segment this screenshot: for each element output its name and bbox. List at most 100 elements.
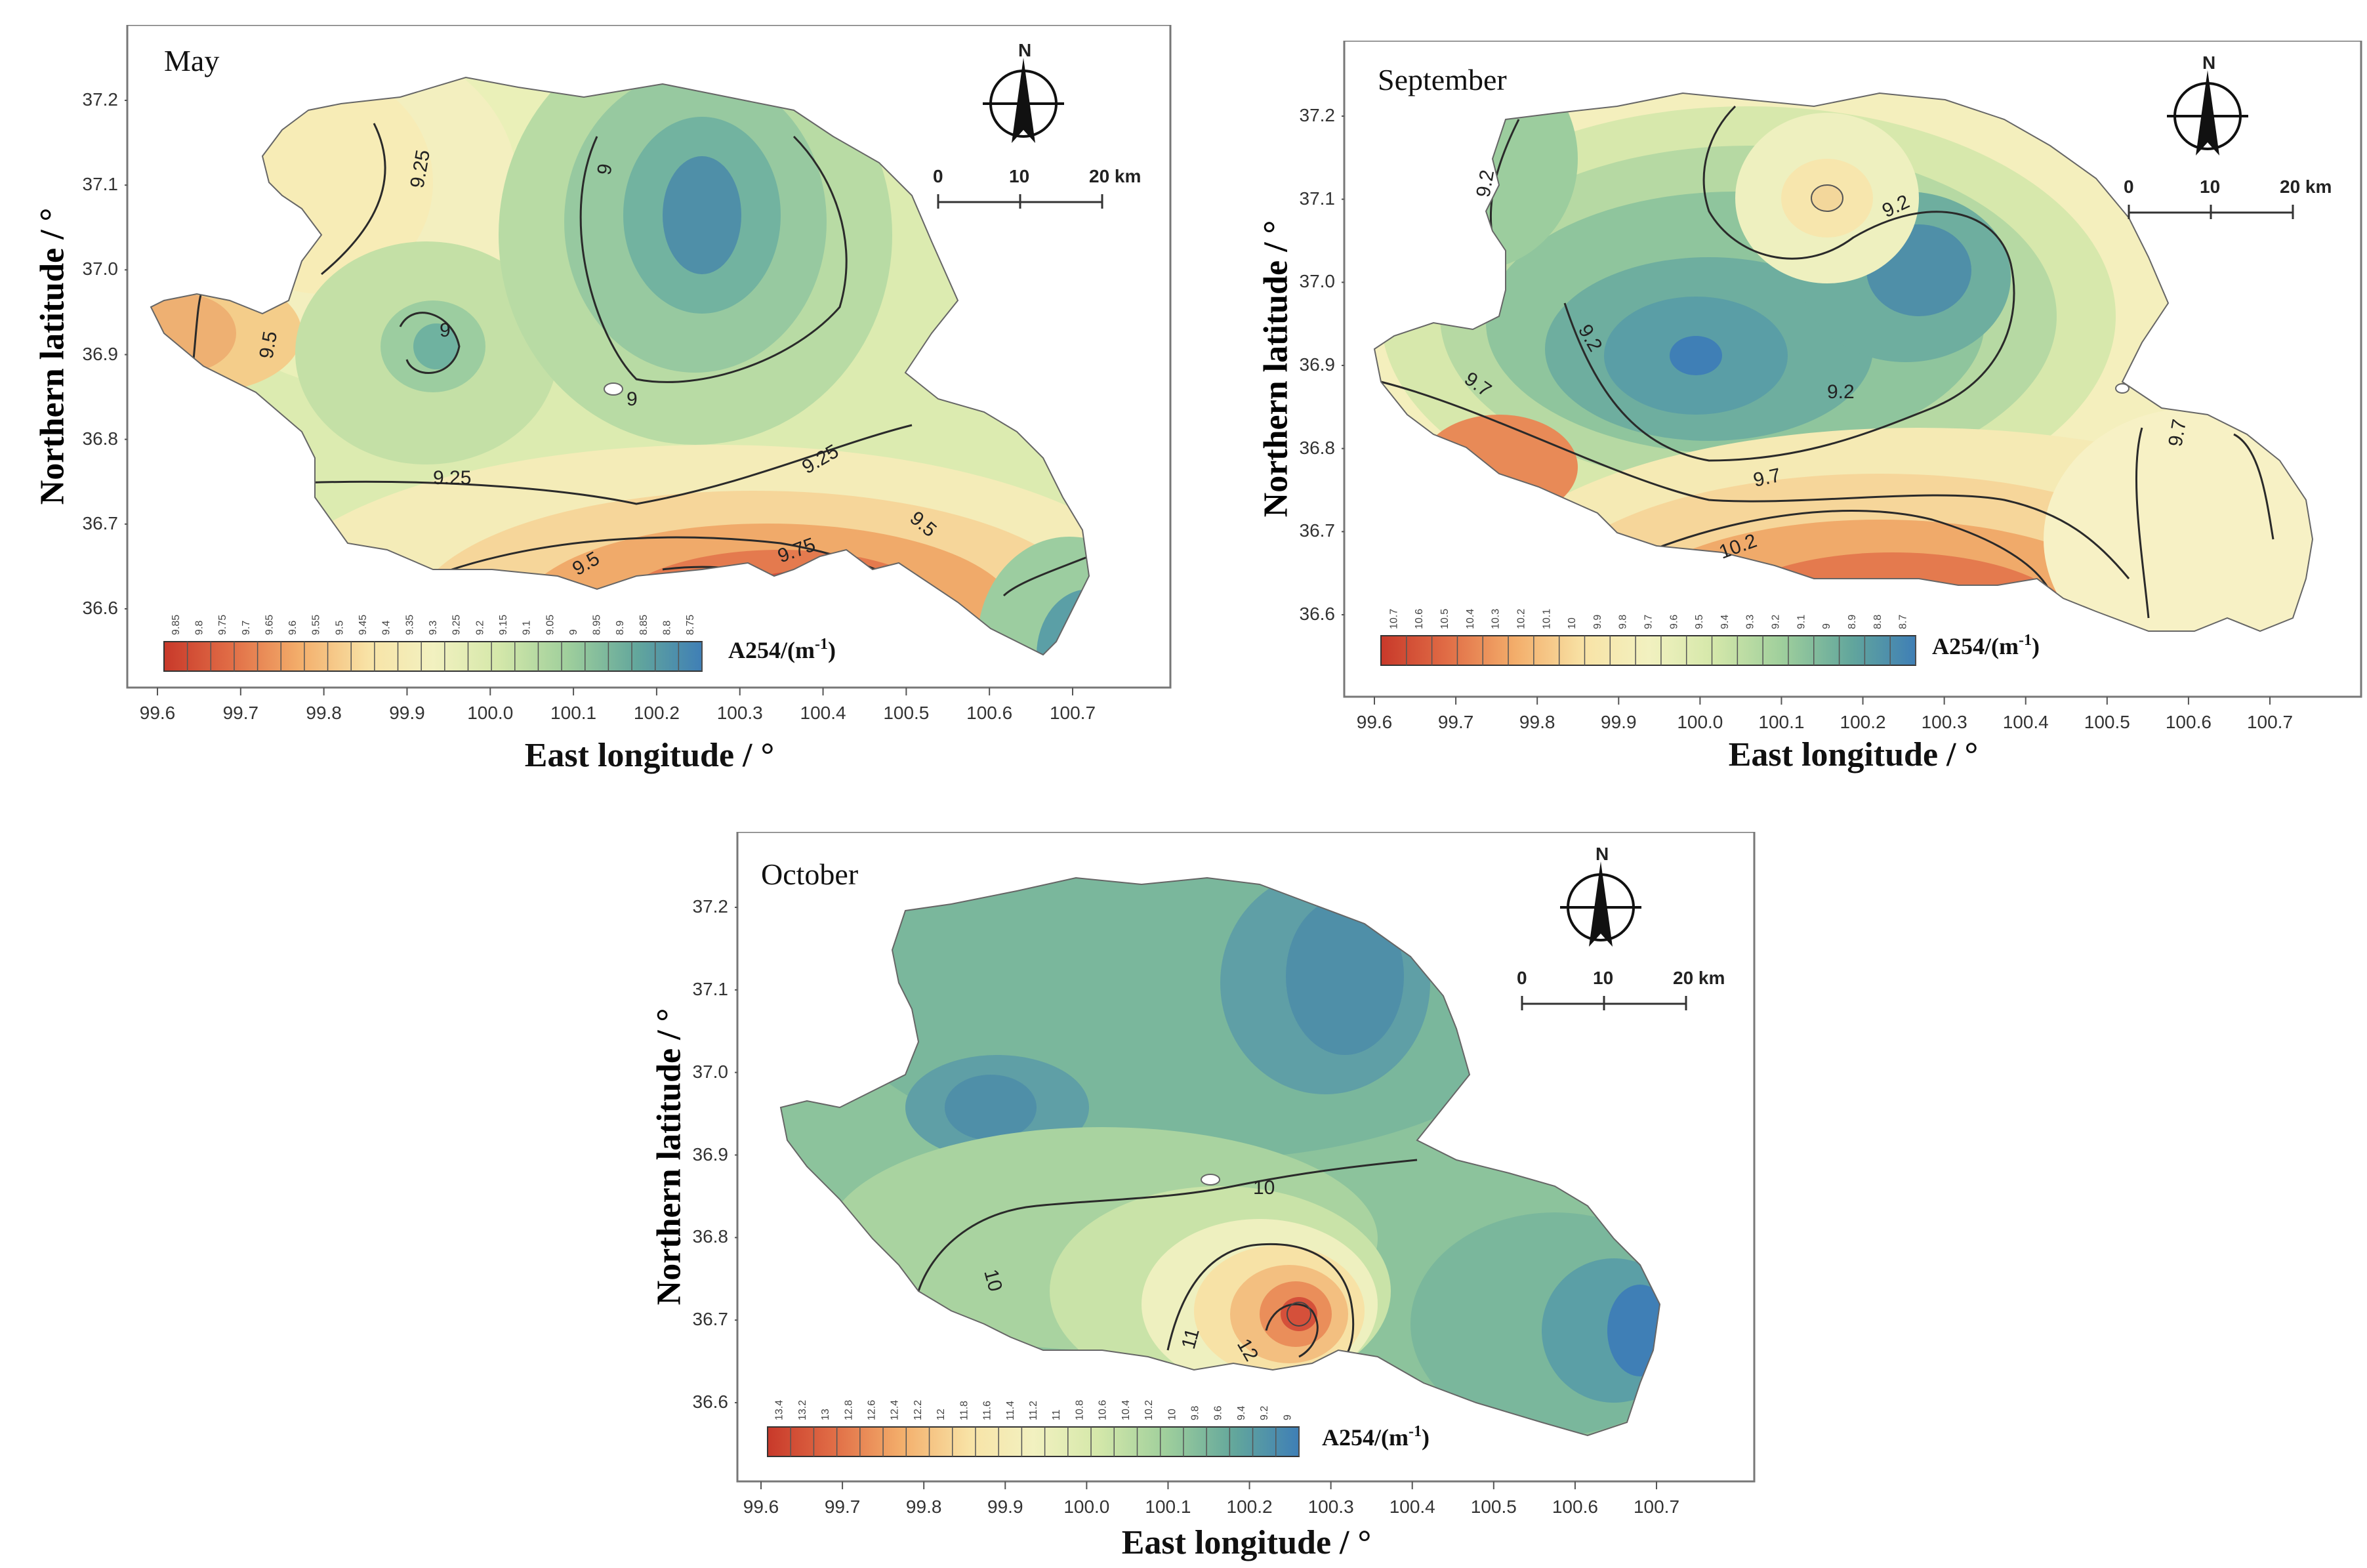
legend-tick-label: 12.4 <box>890 1400 901 1420</box>
legend-tick-label: 13.4 <box>774 1400 785 1420</box>
panel-may: 9.25 9 9 9 9.5 9.25 9.25 9.5 9.75 9.5 Ma… <box>34 25 1174 779</box>
legend-tick-label: 9.85 <box>171 615 182 635</box>
may-x-axis-title: East longitude / ° <box>525 737 775 774</box>
legend-tick-label: 9 <box>1282 1414 1293 1420</box>
legend-tick-label: 12 <box>936 1409 947 1420</box>
y-tick-label: 36.6 <box>82 598 119 618</box>
september-legend: 10.7 10.6 10.5 10.4 10.3 10.2 10.1 10 9.9 9.8 9.7 9… <box>1380 609 2040 666</box>
legend-tick-label: 8.9 <box>1847 615 1858 629</box>
legend-tick-label: 9.2 <box>474 621 485 635</box>
legend-tick-label: 10 <box>1567 617 1578 629</box>
y-tick-label: 36.9 <box>692 1144 729 1165</box>
legend-tick-label: 9.4 <box>381 621 392 635</box>
september-scale-label: 10 <box>2200 176 2220 197</box>
may-scale-label: 20 km <box>1089 166 1141 186</box>
may-title: May <box>164 44 219 77</box>
x-tick-label: 99.9 <box>1601 712 1637 732</box>
legend-tick-label: 10.8 <box>1074 1400 1085 1420</box>
may-lake-outline <box>150 76 1090 656</box>
october-scale-label: 0 <box>1517 968 1527 988</box>
x-tick-label: 100.5 <box>883 703 929 723</box>
may-contour-label: 9 <box>440 320 451 341</box>
september-lake-outline <box>1373 92 2314 632</box>
legend-tick-label: 9 <box>568 629 579 635</box>
legend-tick-label: 13 <box>820 1409 831 1420</box>
y-tick-label: 36.8 <box>692 1226 729 1247</box>
y-tick-label: 37.1 <box>1299 188 1336 209</box>
may-scale-label: 10 <box>1009 166 1029 186</box>
x-tick-label: 100.4 <box>800 703 846 723</box>
x-tick-label: 100.2 <box>1227 1496 1273 1517</box>
september-scale-bar: 0 10 20 km <box>2124 176 2332 219</box>
x-tick-label: 100.7 <box>2247 712 2293 732</box>
october-x-axis-title: East longitude / ° <box>1122 1524 1372 1561</box>
may-legend: 9.85 9.8 9.75 9.7 9.65 9.6 9.55 9.5 9.45 9.4 9.35 9… <box>163 615 836 672</box>
legend-tick-label: 11.6 <box>982 1401 993 1420</box>
may-contour-label: 9 <box>627 388 638 410</box>
october-legend-bar <box>767 1426 1300 1457</box>
y-tick-label: 37.1 <box>82 174 119 195</box>
x-tick-label: 100.1 <box>550 703 596 723</box>
x-tick-label: 100.4 <box>1389 1496 1435 1517</box>
y-tick-label: 36.7 <box>1299 520 1336 541</box>
legend-tick-label: 9.4 <box>1719 615 1731 629</box>
x-tick-label: 100.6 <box>1552 1496 1598 1517</box>
legend-tick-label: 9.6 <box>1213 1406 1224 1420</box>
october-island <box>1201 1174 1220 1186</box>
x-tick-label: 100.6 <box>966 703 1012 723</box>
x-tick-label: 100.3 <box>1308 1496 1354 1517</box>
october-north-arrow-icon: N <box>1560 844 1641 947</box>
x-tick-label: 100.2 <box>634 703 680 723</box>
october-unit-label: A254/(m-1) <box>1322 1423 1430 1451</box>
legend-tick-label: 10.2 <box>1515 609 1527 629</box>
x-tick-label: 100.1 <box>1758 712 1804 732</box>
panel-october: 10 10 11 12 October N 0 10 20 km 13.4 13.… <box>651 832 1758 1567</box>
september-x-axis-title: East longitude / ° <box>1729 736 1979 774</box>
legend-tick-label: 11 <box>1051 1409 1062 1420</box>
legend-tick-label: 9.8 <box>1618 615 1629 629</box>
legend-tick-label: 9.5 <box>334 621 345 635</box>
legend-tick-label: 10 <box>1166 1409 1178 1420</box>
y-tick-label: 36.6 <box>1299 604 1336 624</box>
legend-tick-label: 9.1 <box>1796 615 1807 629</box>
x-tick-label: 100.7 <box>1634 1496 1679 1517</box>
legend-tick-label: 9.4 <box>1236 1406 1247 1420</box>
legend-tick-label: 9.6 <box>1668 615 1679 629</box>
october-contour-label: 10 <box>1253 1177 1275 1199</box>
legend-tick-label: 9.8 <box>1190 1406 1201 1420</box>
september-map: 9.2 9.2 9.2 9.7 9.2 9.7 10.2 9.7 Septemb… <box>1342 41 2362 774</box>
legend-tick-label: 9.2 <box>1259 1406 1270 1420</box>
x-tick-label: 99.8 <box>306 703 342 723</box>
october-scale-label: 20 km <box>1673 968 1725 988</box>
may-island <box>604 382 623 396</box>
x-tick-label: 99.8 <box>906 1496 942 1517</box>
legend-tick-label: 9.45 <box>358 615 369 635</box>
y-tick-label: 37.1 <box>692 978 729 999</box>
x-tick-label: 100.5 <box>1471 1496 1517 1517</box>
september-contour-label: 9.2 <box>1827 381 1855 403</box>
x-tick-label: 99.6 <box>1357 712 1393 732</box>
x-tick-label: 99.6 <box>743 1496 779 1517</box>
october-scale-bar: 0 10 20 km <box>1517 968 1725 1010</box>
may-legend-bar <box>163 641 703 672</box>
x-tick-label: 100.2 <box>1840 712 1886 732</box>
september-north-arrow-icon: N <box>2167 52 2248 155</box>
y-tick-label: 37.2 <box>1299 105 1336 125</box>
x-tick-label: 100.1 <box>1145 1496 1191 1517</box>
x-tick-label: 100.7 <box>1050 703 1096 723</box>
legend-tick-label: 8.9 <box>615 621 626 635</box>
legend-tick-label: 9.7 <box>1643 615 1655 629</box>
legend-tick-label: 10.1 <box>1541 609 1552 629</box>
may-scale-bar: 0 10 20 km <box>933 166 1141 209</box>
y-tick-label: 36.7 <box>692 1309 729 1330</box>
x-tick-label: 100.5 <box>2084 712 2130 732</box>
september-title: September <box>1378 63 1507 96</box>
legend-tick-label: 9.6 <box>287 621 298 635</box>
legend-tick-label: 12.2 <box>913 1400 924 1420</box>
y-tick-label: 36.8 <box>82 428 119 449</box>
september-scale-label: 0 <box>2124 176 2134 197</box>
legend-tick-label: 9.7 <box>241 621 252 635</box>
x-tick-label: 100.0 <box>467 703 513 723</box>
may-unit-label: A254/(m-1) <box>728 636 836 663</box>
legend-tick-label: 11.2 <box>1028 1401 1039 1420</box>
